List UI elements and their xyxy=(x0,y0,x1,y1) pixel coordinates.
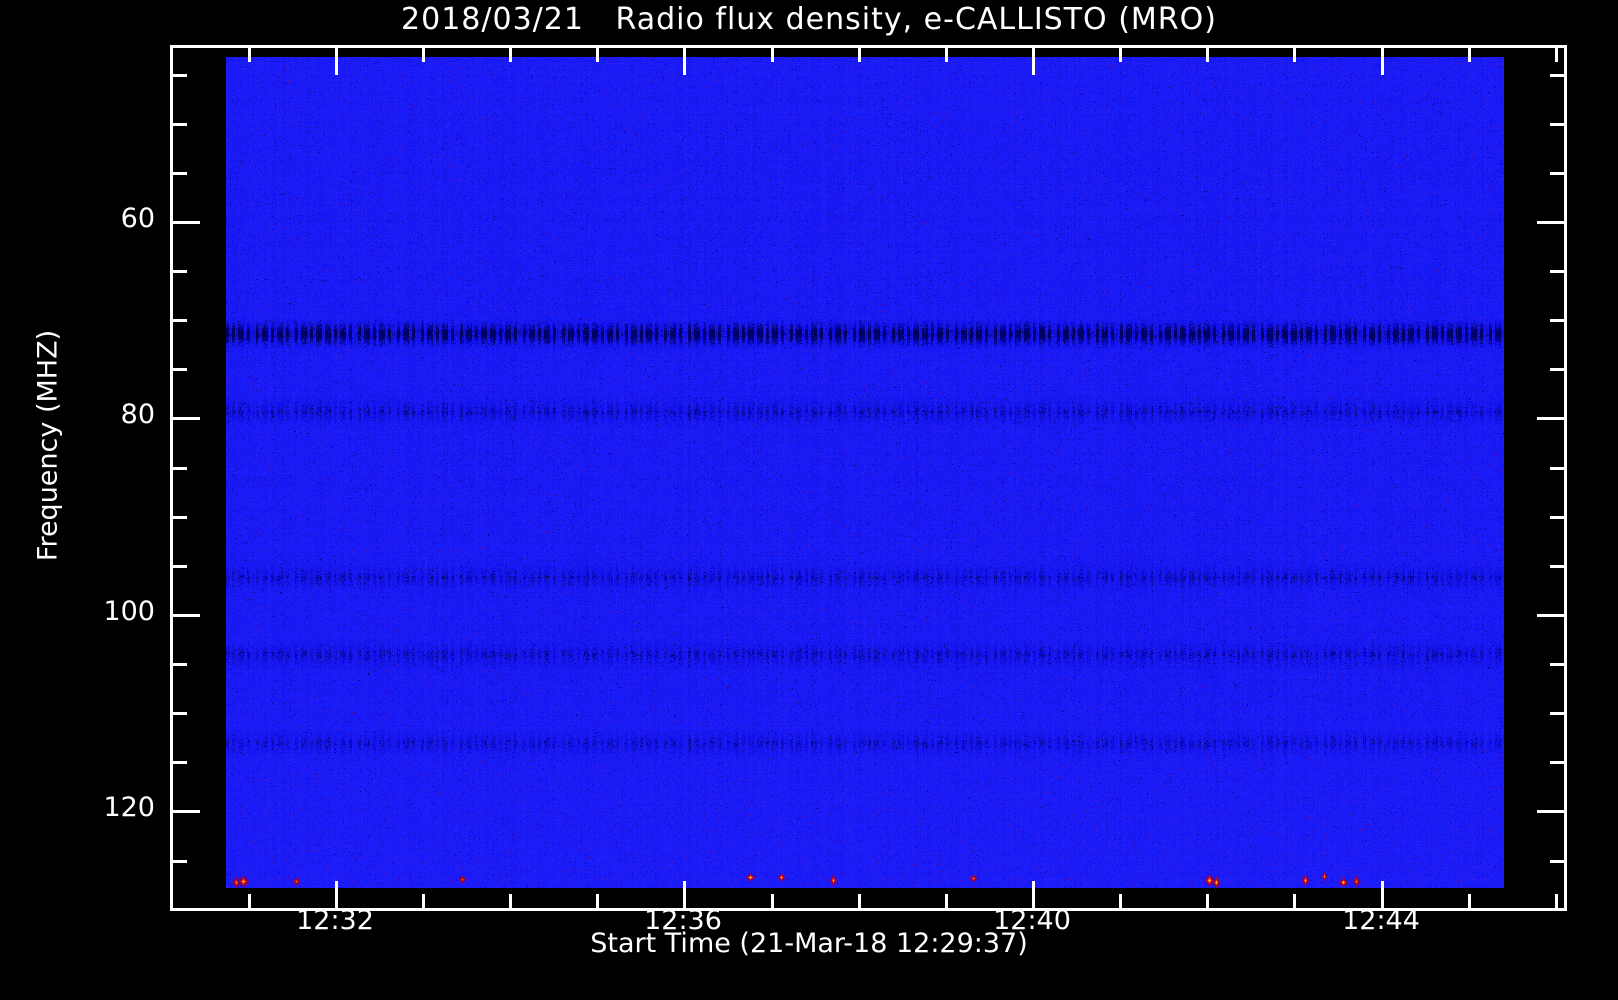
x-minor-tick-top xyxy=(1468,45,1471,62)
y-minor-tick-left xyxy=(170,172,187,175)
spectrogram-image xyxy=(226,57,1504,888)
x-major-tick-top xyxy=(1381,45,1384,75)
x-minor-tick-bottom xyxy=(1293,894,1296,911)
x-minor-tick-top xyxy=(509,45,512,62)
x-minor-tick-top xyxy=(1293,45,1296,62)
y-minor-tick-right xyxy=(1550,761,1567,764)
y-minor-tick-right xyxy=(1550,516,1567,519)
x-minor-tick-bottom xyxy=(509,894,512,911)
x-minor-tick-top xyxy=(596,45,599,62)
y-major-tick-right xyxy=(1537,221,1567,224)
x-minor-tick-bottom xyxy=(858,894,861,911)
y-minor-tick-left xyxy=(170,663,187,666)
x-minor-tick-bottom xyxy=(1555,894,1558,911)
x-minor-tick-bottom xyxy=(945,894,948,911)
y-minor-tick-left xyxy=(170,860,187,863)
x-minor-tick-top xyxy=(422,45,425,62)
y-minor-tick-right xyxy=(1550,172,1567,175)
y-minor-tick-right xyxy=(1550,860,1567,863)
y-major-tick-left xyxy=(170,810,200,813)
y-minor-tick-right xyxy=(1550,565,1567,568)
y-tick-label: 80 xyxy=(120,399,155,430)
x-tick-label: 12:36 xyxy=(644,905,722,936)
x-minor-tick-bottom xyxy=(1119,894,1122,911)
y-minor-tick-right xyxy=(1550,74,1567,77)
x-minor-tick-top xyxy=(945,45,948,62)
x-minor-tick-bottom xyxy=(248,894,251,911)
y-minor-tick-left xyxy=(170,467,187,470)
y-minor-tick-left xyxy=(170,270,187,273)
x-major-tick-bottom xyxy=(1032,881,1035,911)
x-major-tick-bottom xyxy=(1381,881,1384,911)
y-minor-tick-left xyxy=(170,319,187,322)
y-tick-label: 120 xyxy=(103,792,155,823)
y-major-tick-right xyxy=(1537,417,1567,420)
x-major-tick-bottom xyxy=(683,881,686,911)
y-axis-title: Frequency (MHZ) xyxy=(32,329,64,562)
y-minor-tick-left xyxy=(170,565,187,568)
y-tick-label: 60 xyxy=(120,203,155,234)
y-minor-tick-right xyxy=(1550,712,1567,715)
x-minor-tick-top xyxy=(1206,45,1209,62)
y-major-tick-right xyxy=(1537,810,1567,813)
figure-title: 2018/03/21 Radio flux density, e-CALLIST… xyxy=(401,2,1217,37)
x-minor-tick-top xyxy=(1119,45,1122,62)
y-tick-label: 100 xyxy=(103,596,155,627)
x-minor-tick-top xyxy=(1555,45,1558,62)
y-minor-tick-right xyxy=(1550,368,1567,371)
x-minor-tick-bottom xyxy=(422,894,425,911)
x-minor-tick-top xyxy=(858,45,861,62)
y-major-tick-left xyxy=(170,417,200,420)
plot-frame xyxy=(170,45,1567,911)
x-major-tick-top xyxy=(683,45,686,75)
y-major-tick-left xyxy=(170,614,200,617)
y-minor-tick-right xyxy=(1550,123,1567,126)
y-major-tick-right xyxy=(1537,614,1567,617)
y-minor-tick-left xyxy=(170,516,187,519)
x-minor-tick-bottom xyxy=(1468,894,1471,911)
x-minor-tick-top xyxy=(248,45,251,62)
x-major-tick-top xyxy=(335,45,338,75)
x-minor-tick-bottom xyxy=(1206,894,1209,911)
y-minor-tick-left xyxy=(170,761,187,764)
y-minor-tick-right xyxy=(1550,319,1567,322)
x-tick-label: 12:32 xyxy=(296,905,374,936)
x-minor-tick-bottom xyxy=(596,894,599,911)
y-major-tick-left xyxy=(170,221,200,224)
x-tick-label: 12:44 xyxy=(1342,905,1420,936)
y-minor-tick-right xyxy=(1550,663,1567,666)
x-minor-tick-bottom xyxy=(771,894,774,911)
x-minor-tick-top xyxy=(771,45,774,62)
x-major-tick-top xyxy=(1032,45,1035,75)
y-minor-tick-right xyxy=(1550,270,1567,273)
x-major-tick-bottom xyxy=(335,881,338,911)
y-minor-tick-right xyxy=(1550,467,1567,470)
x-tick-label: 12:40 xyxy=(993,905,1071,936)
y-minor-tick-left xyxy=(170,712,187,715)
y-minor-tick-left xyxy=(170,368,187,371)
y-minor-tick-left xyxy=(170,123,187,126)
x-axis-title: Start Time (21-Mar-18 12:29:37) xyxy=(590,928,1028,959)
y-minor-tick-left xyxy=(170,74,187,77)
